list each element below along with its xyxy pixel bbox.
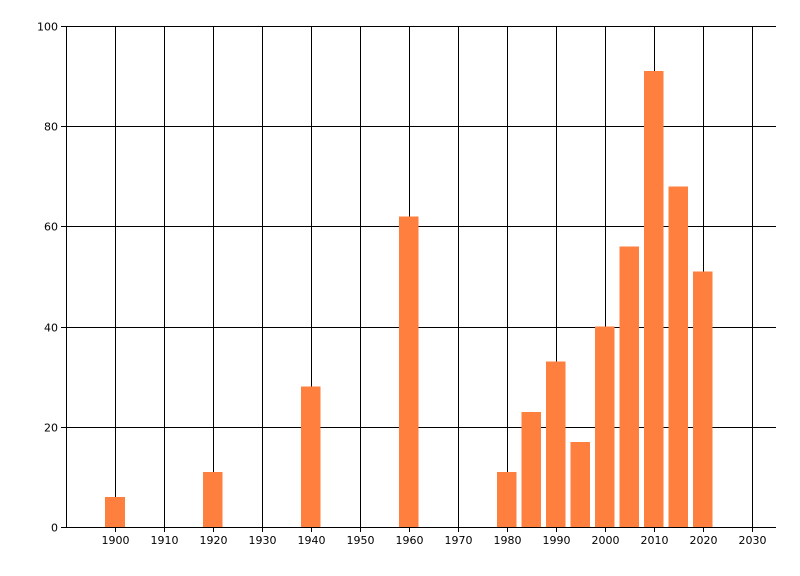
x-tick-label-1930: 1930 [249,534,277,547]
x-tick-label-1910: 1910 [151,534,179,547]
bar-2010 [643,71,664,527]
x-tick-label-2010: 2010 [641,534,669,547]
bar-1990 [545,361,566,527]
bar-layer [105,71,713,527]
y-tick-label-80: 80 [44,121,58,134]
x-tick-label-1980: 1980 [494,534,522,547]
x-tick-label-1960: 1960 [396,534,424,547]
x-tick-label-2020: 2020 [690,534,718,547]
x-tick-label-1900: 1900 [102,534,130,547]
y-tick-label-40: 40 [44,322,58,335]
bar-2020 [692,271,713,527]
x-tick-label-2000: 2000 [592,534,620,547]
bar-1920 [203,471,223,527]
bar-1980 [496,471,517,527]
y-tick-label-0: 0 [51,522,58,535]
bar-1960 [398,216,419,527]
bar-1995 [570,441,590,527]
x-tick-label-1920: 1920 [200,534,228,547]
y-tick-label-100: 100 [37,21,58,34]
tick-label-layer: 0 20 40 60 80 100 1900 1910 1920 1930 1940 1950 1960… [37,21,767,548]
axis-layer [61,26,776,532]
y-tick-label-20: 20 [44,422,58,435]
bar-2000 [594,326,615,527]
bar-1985 [521,411,541,527]
bar-1900 [105,496,125,527]
bar-1940 [301,386,321,527]
bar-2015 [668,186,688,527]
x-tick-label-1950: 1950 [347,534,375,547]
x-tick-label-1990: 1990 [543,534,571,547]
y-tick-label-60: 60 [44,221,58,234]
x-tick-label-1940: 1940 [298,534,326,547]
x-tick-label-1970: 1970 [445,534,473,547]
bar-2005 [619,246,639,527]
x-tick-label-2030: 2030 [739,534,767,547]
